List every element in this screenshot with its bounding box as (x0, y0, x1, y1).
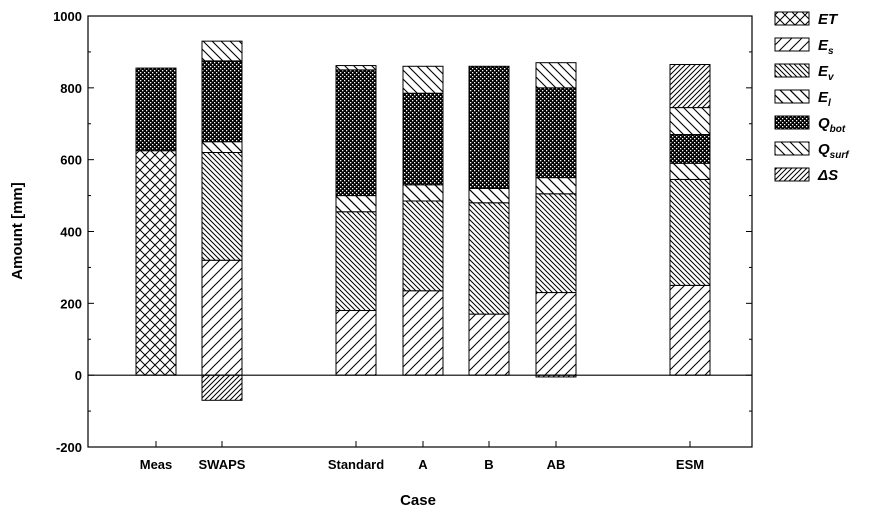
legend-entry-label: Qsurf (818, 141, 850, 161)
bar-segment-qsurf-ab (535, 62, 577, 89)
y-axis-label: Amount [mm] (9, 182, 26, 280)
bar-segment-qbot-esm (669, 134, 711, 164)
bar-segment-es-a (402, 290, 444, 376)
y-tick-label: 600 (60, 153, 82, 168)
legend: ET Es Ev El Qbot Qsurf ΔS (774, 11, 850, 184)
bar-segment-et-meas (135, 150, 177, 376)
bar-segment-el-a (402, 184, 444, 202)
bar-segment-qsurf-a (402, 65, 444, 94)
bar-segment-qbot-a (402, 92, 444, 186)
bar-segment-qsurf-esm (669, 107, 711, 136)
bar-segment-ev-b (468, 202, 510, 315)
y-tick-label: 0 (75, 368, 82, 383)
bar-segment-es-esm (669, 284, 711, 376)
bar-segment-s-swaps (201, 374, 243, 401)
bar-segment-es-swaps (201, 259, 243, 376)
y-tick-label: 400 (60, 225, 82, 240)
bar-segment-ev-ab (535, 193, 577, 294)
bar-segment-qsurf-standard (335, 65, 377, 71)
bar-segment-s-esm (669, 63, 711, 109)
bar-segment-es-b (468, 313, 510, 376)
bar-segment-el-esm (669, 162, 711, 180)
y-tick-label: -200 (56, 440, 82, 455)
bar-segment-es-standard (335, 310, 377, 376)
legend-swatch (774, 63, 810, 78)
bar-segment-el-b (468, 187, 510, 204)
x-axis-label: Case (400, 492, 436, 509)
legend-swatch (774, 115, 810, 130)
bar-segment-ev-swaps (201, 151, 243, 261)
bar-segment-ev-standard (335, 211, 377, 312)
bar-segment-qbot-swaps (201, 60, 243, 143)
bars-group (135, 40, 711, 401)
legend-entry-label: ΔS (817, 167, 838, 184)
legend-swatch (774, 11, 810, 26)
x-tick-label: ESM (676, 457, 704, 472)
x-tick-label: Standard (328, 457, 384, 472)
x-tick-label: A (418, 457, 428, 472)
legend-swatch (774, 141, 810, 156)
bar-segment-ev-esm (669, 178, 711, 286)
legend-entry-label: Qbot (818, 115, 846, 135)
bar-segment-el-swaps (201, 141, 243, 153)
bar-segment-el-ab (535, 177, 577, 195)
legend-entry-label: ET (818, 11, 839, 28)
legend-swatch (774, 89, 810, 104)
x-tick-label: SWAPS (199, 457, 246, 472)
legend-swatch (774, 37, 810, 52)
bar-segment-qbot-ab (535, 87, 577, 179)
bar-segment-ev-a (402, 200, 444, 292)
x-tick-label: Meas (140, 457, 173, 472)
bar-segment-qbot-standard (335, 69, 377, 197)
y-tick-label: 200 (60, 296, 82, 311)
legend-entry-label: Es (818, 37, 834, 57)
legend-entry-label: Ev (818, 63, 835, 83)
y-tick-label: 1000 (53, 9, 82, 24)
bar-segment-qbot-meas (135, 67, 177, 152)
bar-segment-el-standard (335, 195, 377, 213)
bar-segment-qsurf-swaps (201, 40, 243, 62)
legend-swatch (774, 167, 810, 182)
x-tick-label: AB (547, 457, 566, 472)
legend-entry-label: El (818, 89, 831, 109)
x-tick-label: B (484, 457, 493, 472)
bar-segment-qbot-b (468, 65, 510, 189)
y-tick-label: 800 (60, 81, 82, 96)
bar-segment-es-ab (535, 292, 577, 376)
